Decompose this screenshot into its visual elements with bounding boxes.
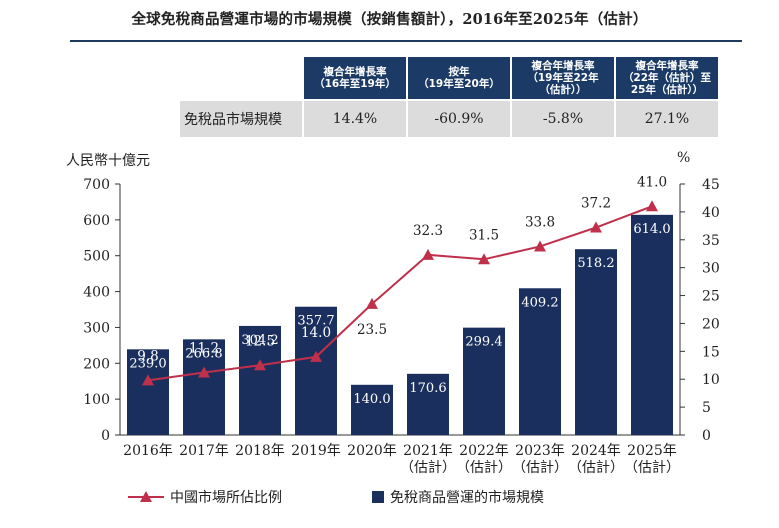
y-tick-label: 700: [83, 177, 110, 193]
x-tick-label: （估計）: [456, 460, 512, 476]
share-value-label: 37.2: [581, 196, 611, 212]
share-marker-6: [422, 248, 434, 260]
cagr-value-2: -60.9%: [407, 99, 512, 137]
x-tick-label: 2020年: [347, 443, 397, 459]
bar-8: [519, 288, 561, 435]
y2-tick-label: 35: [702, 233, 720, 249]
bar-value-label: 614.0: [633, 222, 670, 237]
x-tick-label: 2019年: [291, 443, 341, 459]
cagr-value-4: 27.1%: [615, 99, 720, 137]
x-tick-label: 2023年: [515, 443, 565, 459]
cagr-table: 複合年增長率 （16年至19年） 按年 （19年至20年） 複合年增長率 （19…: [180, 57, 720, 137]
y2-tick-label: 40: [702, 205, 720, 221]
share-marker-10: [646, 200, 658, 212]
y-tick-label: 400: [83, 285, 110, 301]
y-tick-label: 100: [83, 392, 110, 408]
y2-tick-label: 20: [702, 316, 720, 332]
x-tick-label: （估計）: [568, 460, 624, 476]
y-tick-label: 600: [83, 213, 110, 229]
share-value-label: 33.8: [525, 214, 555, 230]
x-tick-label: 2021年: [403, 443, 453, 459]
share-marker-2: [198, 366, 210, 378]
x-tick-label: （估計）: [400, 460, 456, 476]
share-marker-3: [254, 359, 266, 371]
cagr-value-1: 14.4%: [303, 99, 408, 137]
x-tick-label: 2025年: [627, 443, 677, 459]
bar-7: [463, 327, 505, 435]
share-value-label: 14.0: [301, 325, 331, 341]
bar-value-label: 266.8: [185, 346, 222, 361]
bar-value-label: 170.6: [409, 381, 446, 396]
bar-value-label: 518.2: [577, 256, 614, 271]
share-marker-5: [366, 297, 378, 309]
y-tick-label: 300: [83, 320, 110, 336]
y-tick-label: 200: [83, 356, 110, 372]
legend-line-item: 中國市場所佔比例: [128, 487, 282, 507]
x-tick-label: （估計）: [624, 460, 680, 476]
share-value-label: 9.8: [137, 348, 158, 364]
x-tick-label: 2016年: [123, 443, 173, 459]
share-marker-4: [310, 350, 322, 362]
share-value-label: 41.0: [637, 174, 667, 190]
share-value-label: 12.5: [245, 333, 275, 349]
share-value-label: 11.2: [189, 341, 219, 357]
cagr-header-row: 複合年增長率 （16年至19年） 按年 （19年至20年） 複合年增長率 （19…: [180, 57, 720, 100]
bar-value-label: 140.0: [353, 392, 390, 407]
y-tick-label: 0: [101, 428, 110, 444]
share-line: [147, 205, 653, 382]
y-tick-label: 500: [83, 249, 110, 265]
y2-tick-label: 5: [702, 400, 711, 416]
bar-value-label: 239.0: [129, 356, 166, 371]
bar-value-label: 299.4: [465, 335, 502, 350]
legend-line-label: 中國市場所佔比例: [170, 490, 282, 506]
x-tick-label: 2022年: [459, 443, 509, 459]
bar-5: [351, 384, 393, 435]
bar-value-label: 409.2: [521, 295, 558, 310]
share-marker-8: [534, 240, 546, 252]
bar-2: [183, 339, 225, 435]
y2-axis-title: %: [677, 150, 691, 166]
y2-tick-label: 10: [702, 372, 720, 388]
x-tick-label: 2017年: [179, 443, 229, 459]
bar-3: [239, 325, 281, 435]
legend-bar-item: 免稅商品營運的市場規模: [372, 487, 544, 507]
share-marker-9: [590, 221, 602, 233]
bar-4: [295, 306, 337, 435]
title-rule: [70, 40, 742, 42]
share-marker-1: [142, 374, 154, 386]
cagr-header-blank: [180, 57, 304, 100]
cagr-value-3: -5.8%: [511, 99, 616, 137]
legend-bar-swatch: [372, 491, 384, 503]
cagr-header-4: 複合年增長率 （22年（估計）至 25年（估計））: [615, 57, 720, 100]
y2-tick-label: 25: [702, 289, 720, 305]
share-value-label: 31.5: [469, 227, 499, 243]
bar-value-label: 304.2: [241, 333, 278, 348]
legend-bar-label: 免稅商品營運的市場規模: [390, 490, 544, 506]
share-value-label: 23.5: [357, 322, 387, 338]
share-marker-7: [478, 253, 490, 265]
y2-tick-label: 30: [702, 261, 720, 277]
bar-1: [127, 349, 169, 435]
bar-6: [407, 373, 449, 435]
chart-title: 全球免稅商品營運市場的市場規模（按銷售額計），2016年至2025年（估計）: [131, 11, 648, 28]
y2-tick-label: 45: [702, 177, 720, 193]
x-tick-label: 2024年: [571, 443, 621, 459]
share-value-label: 32.3: [413, 223, 443, 239]
cagr-header-2: 按年 （19年至20年）: [407, 57, 512, 100]
bar-10: [631, 214, 673, 435]
bar-value-label: 357.7: [297, 314, 334, 329]
cagr-header-3: 複合年增長率 （19年至22年 （估計））: [511, 57, 616, 100]
cagr-header-1: 複合年增長率 （16年至19年）: [303, 57, 408, 100]
x-tick-label: （估計）: [512, 460, 568, 476]
legend-line-swatch: [128, 491, 164, 502]
cagr-row-label: 免稅品市場規模: [180, 99, 304, 137]
x-tick-label: 2018年: [235, 443, 285, 459]
y2-tick-label: 15: [702, 344, 720, 360]
y2-tick-label: 0: [702, 428, 711, 444]
cagr-value-row: 免稅品市場規模 14.4% -60.9% -5.8% 27.1%: [180, 99, 720, 137]
bar-9: [575, 249, 617, 435]
y-axis-title: 人民幣十億元: [66, 153, 150, 169]
